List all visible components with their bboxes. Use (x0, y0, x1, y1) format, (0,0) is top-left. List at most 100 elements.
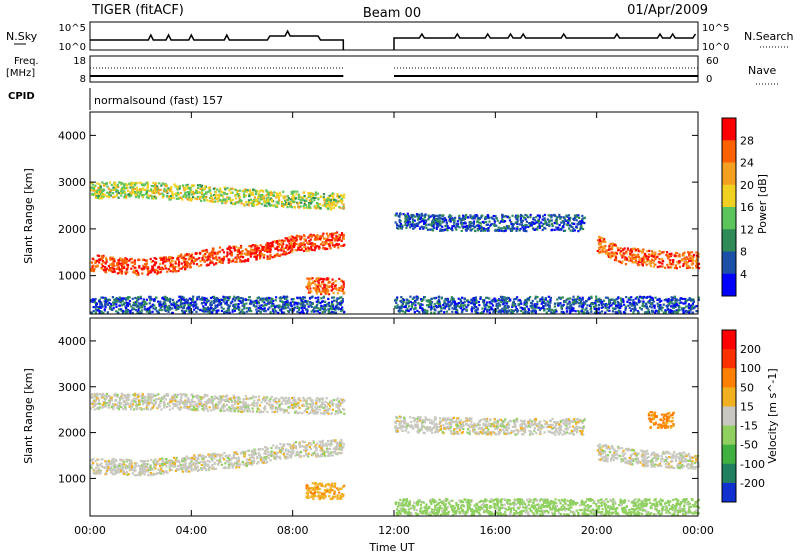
scatter-cell (682, 254, 685, 257)
scatter-cell (422, 298, 425, 301)
scatter-cell (257, 306, 260, 310)
scatter-cell (502, 229, 506, 233)
scatter-cell (97, 309, 100, 312)
scatter-cell (410, 215, 414, 218)
scatter-cell (292, 309, 295, 312)
scatter-cell (506, 216, 509, 219)
scatter-cell (282, 307, 286, 310)
scatter-cell (114, 181, 117, 184)
scatter-cell (395, 226, 399, 229)
scatter-cell (180, 253, 183, 256)
scatter-cell (175, 194, 178, 197)
scatter-cell (139, 188, 142, 192)
scatter-cell (216, 310, 219, 313)
nave-tick-high: 60 (706, 56, 719, 67)
scatter-cell (456, 304, 459, 307)
scatter-cell (266, 300, 269, 303)
scatter-cell (400, 296, 403, 299)
scatter-cell (413, 219, 416, 222)
scatter-cell (652, 265, 656, 268)
scatter-cell (314, 193, 317, 196)
scatter-cell (317, 281, 320, 284)
scatter-cell (666, 253, 669, 257)
scatter-cell (177, 187, 180, 190)
scatter-cell (98, 311, 101, 314)
scatter-cell (404, 214, 407, 217)
scatter-cell (422, 309, 425, 313)
scatter-cell (578, 222, 581, 225)
scatter-cell (100, 190, 104, 193)
scatter-cell (666, 308, 670, 311)
scatter-cell (180, 196, 183, 200)
scatter-cell (459, 218, 463, 221)
scatter-cell (296, 190, 299, 193)
scatter-cell (515, 296, 519, 299)
scatter-cell (118, 268, 121, 271)
scatter-cell (475, 214, 478, 217)
scatter-cell (438, 220, 441, 223)
scatter-cell (622, 252, 625, 255)
scatter-cell (529, 221, 532, 225)
scatter-cell (683, 306, 686, 310)
scatter-cell (633, 301, 636, 304)
scatter-cell (572, 303, 575, 306)
scatter-cell (238, 257, 241, 260)
scatter-cell (622, 248, 625, 252)
scatter-cell (115, 267, 119, 270)
scatter-cell (164, 309, 167, 313)
scatter-cell (185, 309, 188, 313)
scatter-cell (100, 257, 103, 261)
scatter-cell (503, 306, 506, 309)
scatter-cell (195, 263, 199, 266)
scatter-cell (574, 300, 577, 303)
scatter-cell (94, 189, 97, 192)
scatter-cell (688, 297, 691, 300)
scatter-cell (294, 301, 297, 304)
scatter-cell (287, 198, 290, 202)
scatter-cell (626, 247, 630, 250)
scatter-cell (558, 213, 561, 217)
scatter-cell (459, 307, 462, 310)
scatter-cell (453, 302, 457, 306)
scatter-cell (209, 262, 212, 265)
scatter-cell (427, 218, 430, 221)
scatter-cell (235, 197, 238, 200)
scatter-cell (112, 259, 115, 262)
scatter-cell (600, 302, 603, 305)
scatter-cell (215, 256, 218, 260)
scatter-cell (629, 253, 632, 256)
scatter-cell (440, 309, 443, 313)
scatter-cell (638, 306, 642, 309)
scatter-cell (126, 308, 129, 312)
scatter-cell (137, 273, 140, 276)
scatter-cell (174, 270, 178, 273)
scatter-cell (339, 200, 342, 203)
scatter-cell (645, 296, 648, 299)
scatter-cell (332, 291, 335, 295)
scatter-cell (590, 296, 593, 299)
scatter-cell (138, 311, 141, 314)
scatter-cell (270, 197, 273, 200)
scatter-cell (186, 262, 189, 266)
scatter-cell (400, 301, 403, 304)
scatter-cell (285, 297, 288, 301)
scatter-cell (104, 271, 108, 274)
scatter-cell (131, 265, 135, 268)
scatter-cell (325, 199, 328, 202)
scatter-cell (317, 296, 320, 299)
scatter-cell (125, 258, 128, 261)
scatter-cell (135, 195, 138, 199)
scatter-cell (326, 292, 329, 295)
scatter-cell (310, 310, 313, 313)
scatter-cell (329, 199, 333, 202)
scatter-cell (484, 215, 487, 219)
scatter-cell (516, 214, 519, 217)
scatter-cell (507, 225, 511, 228)
scatter-cell (196, 195, 199, 199)
scatter-cell (205, 297, 208, 300)
scatter-cell (471, 298, 474, 301)
scatter-cell (286, 252, 289, 255)
scatter-cell (163, 304, 167, 307)
scatter-cell (597, 303, 600, 307)
scatter-cell (152, 181, 155, 184)
